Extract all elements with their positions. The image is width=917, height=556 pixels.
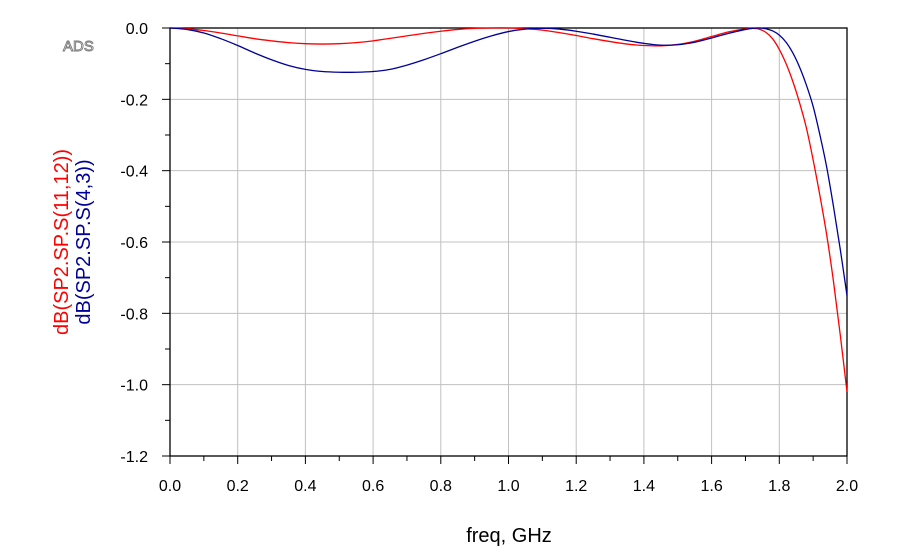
x-tick-label: 0.0 (159, 478, 181, 495)
series-line-1 (169, 27, 848, 392)
x-tick-label: 1.2 (565, 478, 587, 495)
x-tick-label: 2.0 (836, 478, 858, 495)
x-tick-label: 0.2 (227, 478, 249, 495)
y-tick-label: -0.8 (120, 306, 148, 323)
x-tick-label: 1.0 (497, 478, 519, 495)
y-tick-labels: 0.0 -0.2 -0.4 -0.6 -0.8 -1.0 -1.2 (120, 21, 148, 466)
series-line-2 (169, 27, 848, 296)
y-tick-label: -0.4 (120, 164, 148, 181)
x-tick-label: 1.4 (633, 478, 655, 495)
y-tick-label: -0.2 (120, 92, 148, 109)
x-tick-labels: 0.0 0.2 0.4 0.6 0.8 1.0 1.2 1.4 1.6 1.8 2.0 (159, 478, 858, 495)
y-tick-label: -1.0 (120, 378, 148, 395)
x-tick-label: 0.6 (362, 478, 384, 495)
x-tick-label: 1.8 (768, 478, 790, 495)
x-tick-label: 0.8 (430, 478, 452, 495)
y-tick-label: -1.2 (120, 449, 148, 466)
x-axis-title: freq, GHz (466, 525, 552, 547)
x-tick-label: 1.6 (700, 478, 722, 495)
y-axis-title-series-2: dB(SP2.SP.S(4,3)) (73, 159, 95, 324)
y-tick-label: -0.6 (120, 235, 148, 252)
x-tick-label: 0.4 (294, 478, 316, 495)
series-lines (169, 27, 848, 392)
ads-watermark: ADS (63, 38, 94, 55)
y-axis-title-series-1: dB(SP2.SP.S(11,12)) (51, 149, 73, 335)
axis-ticks (162, 27, 848, 464)
grid-lines (169, 27, 848, 457)
y-tick-label: 0.0 (126, 21, 148, 38)
